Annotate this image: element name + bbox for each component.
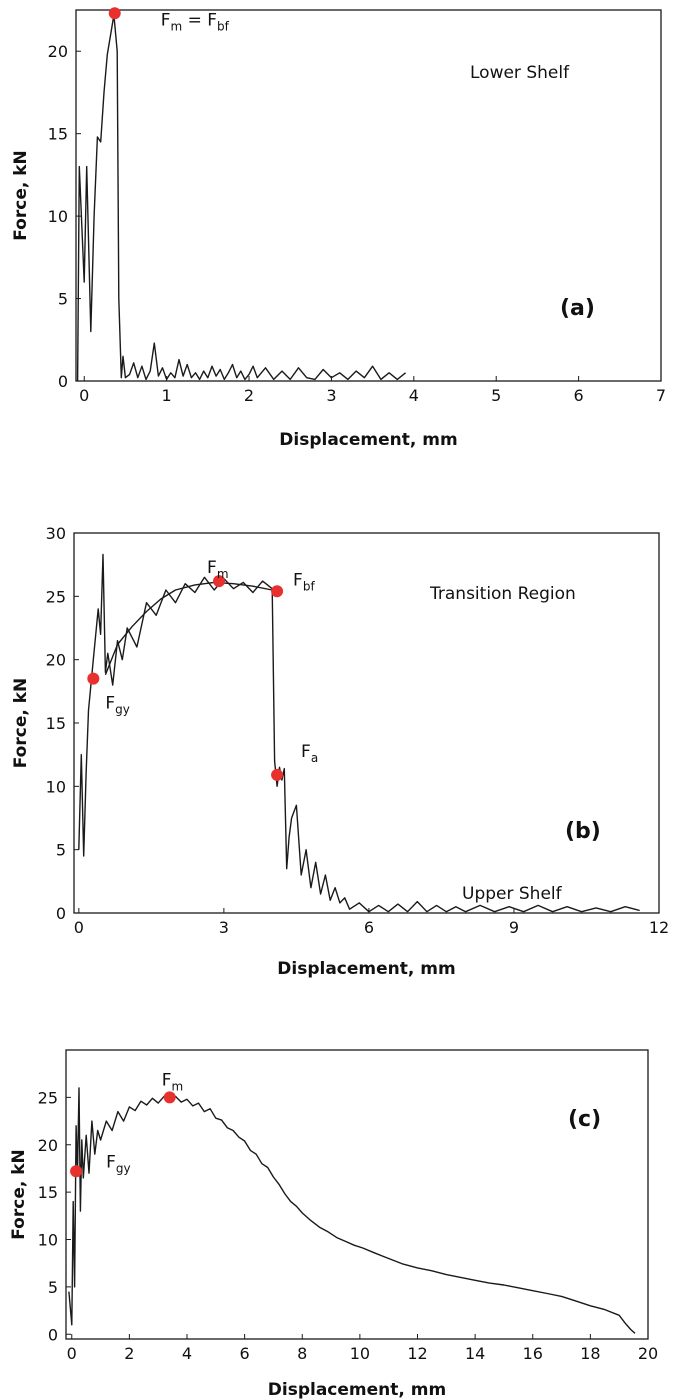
point-annotation: Fm <box>207 558 228 581</box>
x-tick-label: 16 <box>523 1344 543 1363</box>
point-annotation: Fgy <box>105 694 129 717</box>
x-tick-label: 4 <box>409 386 419 405</box>
x-tick-label: 3 <box>326 386 336 405</box>
region-label: Transition Region <box>429 584 576 604</box>
x-tick-label: 18 <box>580 1344 600 1363</box>
panel-label: (c) <box>568 1107 601 1132</box>
marked-point <box>271 585 284 598</box>
x-tick-label: 4 <box>182 1344 192 1363</box>
plot-frame <box>65 1049 649 1340</box>
x-tick-label: 0 <box>79 386 89 405</box>
x-tick-label: 9 <box>509 918 519 937</box>
y-tick-label: 25 <box>38 1088 58 1107</box>
x-tick-label: 1 <box>162 386 172 405</box>
series-line-1 <box>78 553 640 913</box>
x-tick-label: 12 <box>407 1344 427 1363</box>
marked-point <box>87 672 100 685</box>
y-tick-label: 20 <box>38 1136 58 1155</box>
marked-point <box>163 1091 176 1104</box>
chart-panel-1: 0 1 2 3 4 5 6 7 0 5 10 15 20 Displacement, mm Force, k… <box>11 7 666 450</box>
x-tick-label: 8 <box>297 1344 307 1363</box>
y-tick-label: 5 <box>48 1278 58 1297</box>
y-tick-label: 25 <box>46 587 66 606</box>
point-annotation: Fbf <box>293 570 315 593</box>
x-tick-label: 6 <box>574 386 584 405</box>
x-axis-label: Displacement, mm <box>279 430 457 450</box>
x-tick-label: 2 <box>244 386 254 405</box>
marked-point <box>271 768 284 781</box>
point-annotation: Fm = Fbf <box>161 10 230 33</box>
y-tick-label: 5 <box>56 841 66 860</box>
x-tick-label: 2 <box>124 1344 134 1363</box>
y-tick-label: 20 <box>46 651 66 670</box>
y-axis-label: Force, kN <box>9 1149 29 1240</box>
x-tick-label: 10 <box>350 1344 370 1363</box>
marked-point <box>213 575 226 588</box>
x-tick-label: 12 <box>649 918 669 937</box>
y-tick-label: 10 <box>48 207 68 226</box>
y-tick-label: 10 <box>38 1231 58 1250</box>
series-line-2 <box>104 581 273 676</box>
series-line-1 <box>76 14 407 382</box>
marked-point <box>70 1165 83 1178</box>
x-tick-label: 0 <box>67 1344 77 1363</box>
panel-label: (a) <box>560 296 595 321</box>
y-tick-label: 0 <box>48 1325 58 1344</box>
y-tick-label: 30 <box>46 524 66 543</box>
panel-label: (b) <box>565 819 601 844</box>
chart-panel-3: 0 2 4 6 8 10 12 14 16 18 20 0 5 10 15 20 25 Displacement,… <box>9 884 658 1400</box>
point-annotation: Fgy <box>106 1152 131 1175</box>
y-axis-label: Force, kN <box>11 678 31 769</box>
x-tick-label: 20 <box>638 1344 658 1363</box>
y-tick-label: 10 <box>46 777 66 796</box>
point-annotation: Fa <box>301 742 318 765</box>
x-tick-label: 14 <box>465 1344 485 1363</box>
x-tick-label: 7 <box>656 386 666 405</box>
marked-point <box>108 7 121 20</box>
x-tick-label: 6 <box>364 918 374 937</box>
series-line-1 <box>68 1087 636 1334</box>
x-tick-label: 0 <box>74 918 84 937</box>
y-tick-label: 5 <box>58 290 68 309</box>
plot-frame <box>75 9 662 382</box>
region-label: Lower Shelf <box>470 63 570 83</box>
y-tick-label: 0 <box>56 904 66 923</box>
x-axis-label: Displacement, mm <box>277 959 455 979</box>
x-tick-label: 6 <box>240 1344 250 1363</box>
chart-panel-2: 0 3 6 9 12 0 5 10 15 20 25 30 Displacement, mm Force,… <box>11 524 669 979</box>
y-tick-label: 20 <box>48 42 68 61</box>
x-tick-label: 5 <box>491 386 501 405</box>
x-axis-label: Displacement, mm <box>268 1380 446 1400</box>
region-label: Upper Shelf <box>462 884 563 904</box>
point-annotation: Fm <box>162 1070 183 1093</box>
y-tick-label: 15 <box>38 1183 58 1202</box>
x-tick-label: 3 <box>219 918 229 937</box>
y-tick-label: 15 <box>48 125 68 144</box>
y-tick-label: 15 <box>46 714 66 733</box>
y-tick-label: 0 <box>58 372 68 391</box>
y-axis-label: Force, kN <box>11 150 31 241</box>
